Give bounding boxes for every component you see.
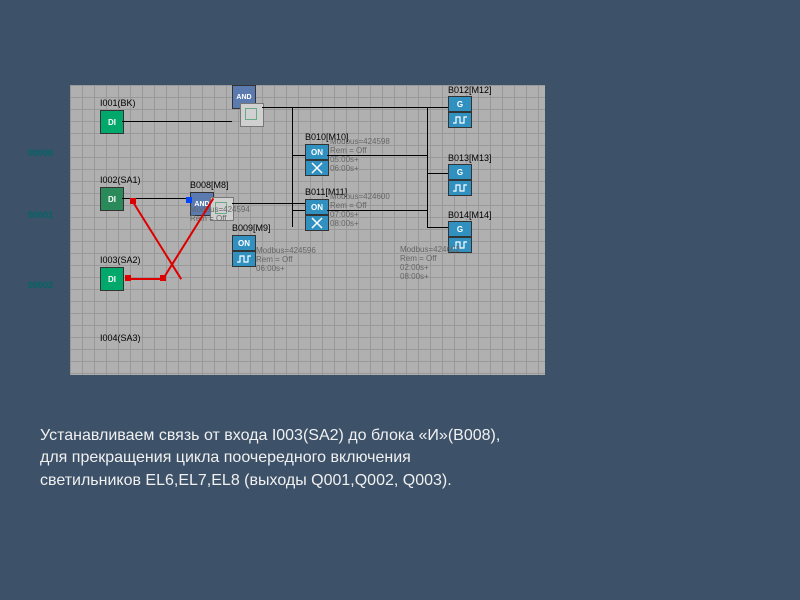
reg4b: Rem = Off [330,201,367,210]
caption-line-3: светильников EL6,EL7,EL8 (выходы Q001,Q0… [40,470,760,492]
block-i002[interactable]: DI [100,187,124,211]
reg4d: 08:00s+ [330,219,359,228]
wire-3 [132,201,182,279]
lbl-i001: I001(BK) [100,98,136,108]
rowlabel-1: 00001 [28,210,53,220]
reg4c: 07:00s+ [330,210,359,219]
reg5b: Rem = Off [400,254,437,263]
reg3b: Rem = Off [330,146,367,155]
reg2a: Modbus=424596 [256,246,316,255]
reg3d: 06:00s+ [330,164,359,173]
reg5d: 08:00s+ [400,272,429,281]
lbl-b008: B008[M8] [190,180,229,190]
block-b010-x[interactable] [305,160,329,176]
lbl-b014: B014[M14] [448,210,492,220]
slide-caption: Устанавливаем связь от входа I003(SA2) д… [40,425,760,492]
lbl-i004: I004(SA3) [100,333,141,343]
lbl-i003: I003(SA2) [100,255,141,265]
block-b011-x[interactable] [305,215,329,231]
reg1b: Rem = Off [190,214,227,223]
reg3a: Modbus=424598 [330,137,390,146]
lbl-b013: B013[M13] [448,153,492,163]
block-b009-on[interactable]: ON [232,235,256,251]
block-b010-on[interactable]: ON [305,144,329,160]
wire-1 [128,278,163,280]
reg1a: Modbus=424594 [190,205,250,214]
wire-2 [162,198,214,280]
reg3c: 05:00s+ [330,155,359,164]
lbl-b012: B012[M12] [448,85,492,95]
block-b011-on[interactable]: ON [305,199,329,215]
reg2b: Rem = Off [256,255,293,264]
reg4a: Modbus=424600 [330,192,390,201]
block-b013-g[interactable]: G [448,164,472,180]
reg5a: Modbus=424602 [400,245,460,254]
rowlabel-2: 00002 [28,280,53,290]
block-b014-g[interactable]: G [448,221,472,237]
lbl-i002: I002(SA1) [100,175,141,185]
block-b012-g[interactable]: G [448,96,472,112]
block-i001[interactable]: DI [100,110,124,134]
block-b013-pulse[interactable] [448,180,472,196]
block-i003[interactable]: DI [100,267,124,291]
reg2c: 06:00s+ [256,264,285,273]
block-b009-pulse[interactable] [232,251,256,267]
reg5c: 02:00s+ [400,263,429,272]
caption-line-1: Устанавливаем связь от входа I003(SA2) д… [40,425,760,447]
connector-dot-4[interactable] [186,197,192,203]
block-b012-pulse[interactable] [448,112,472,128]
lbl-b009: B009[M9] [232,223,271,233]
logic-diagram: 00000 00001 00002 I001(BK) DI AND I002(S… [70,85,545,375]
rowlabel-0: 00000 [28,148,53,158]
block-box-top[interactable] [240,103,264,127]
caption-line-2: для прекращения цикла поочередного включ… [40,447,760,469]
